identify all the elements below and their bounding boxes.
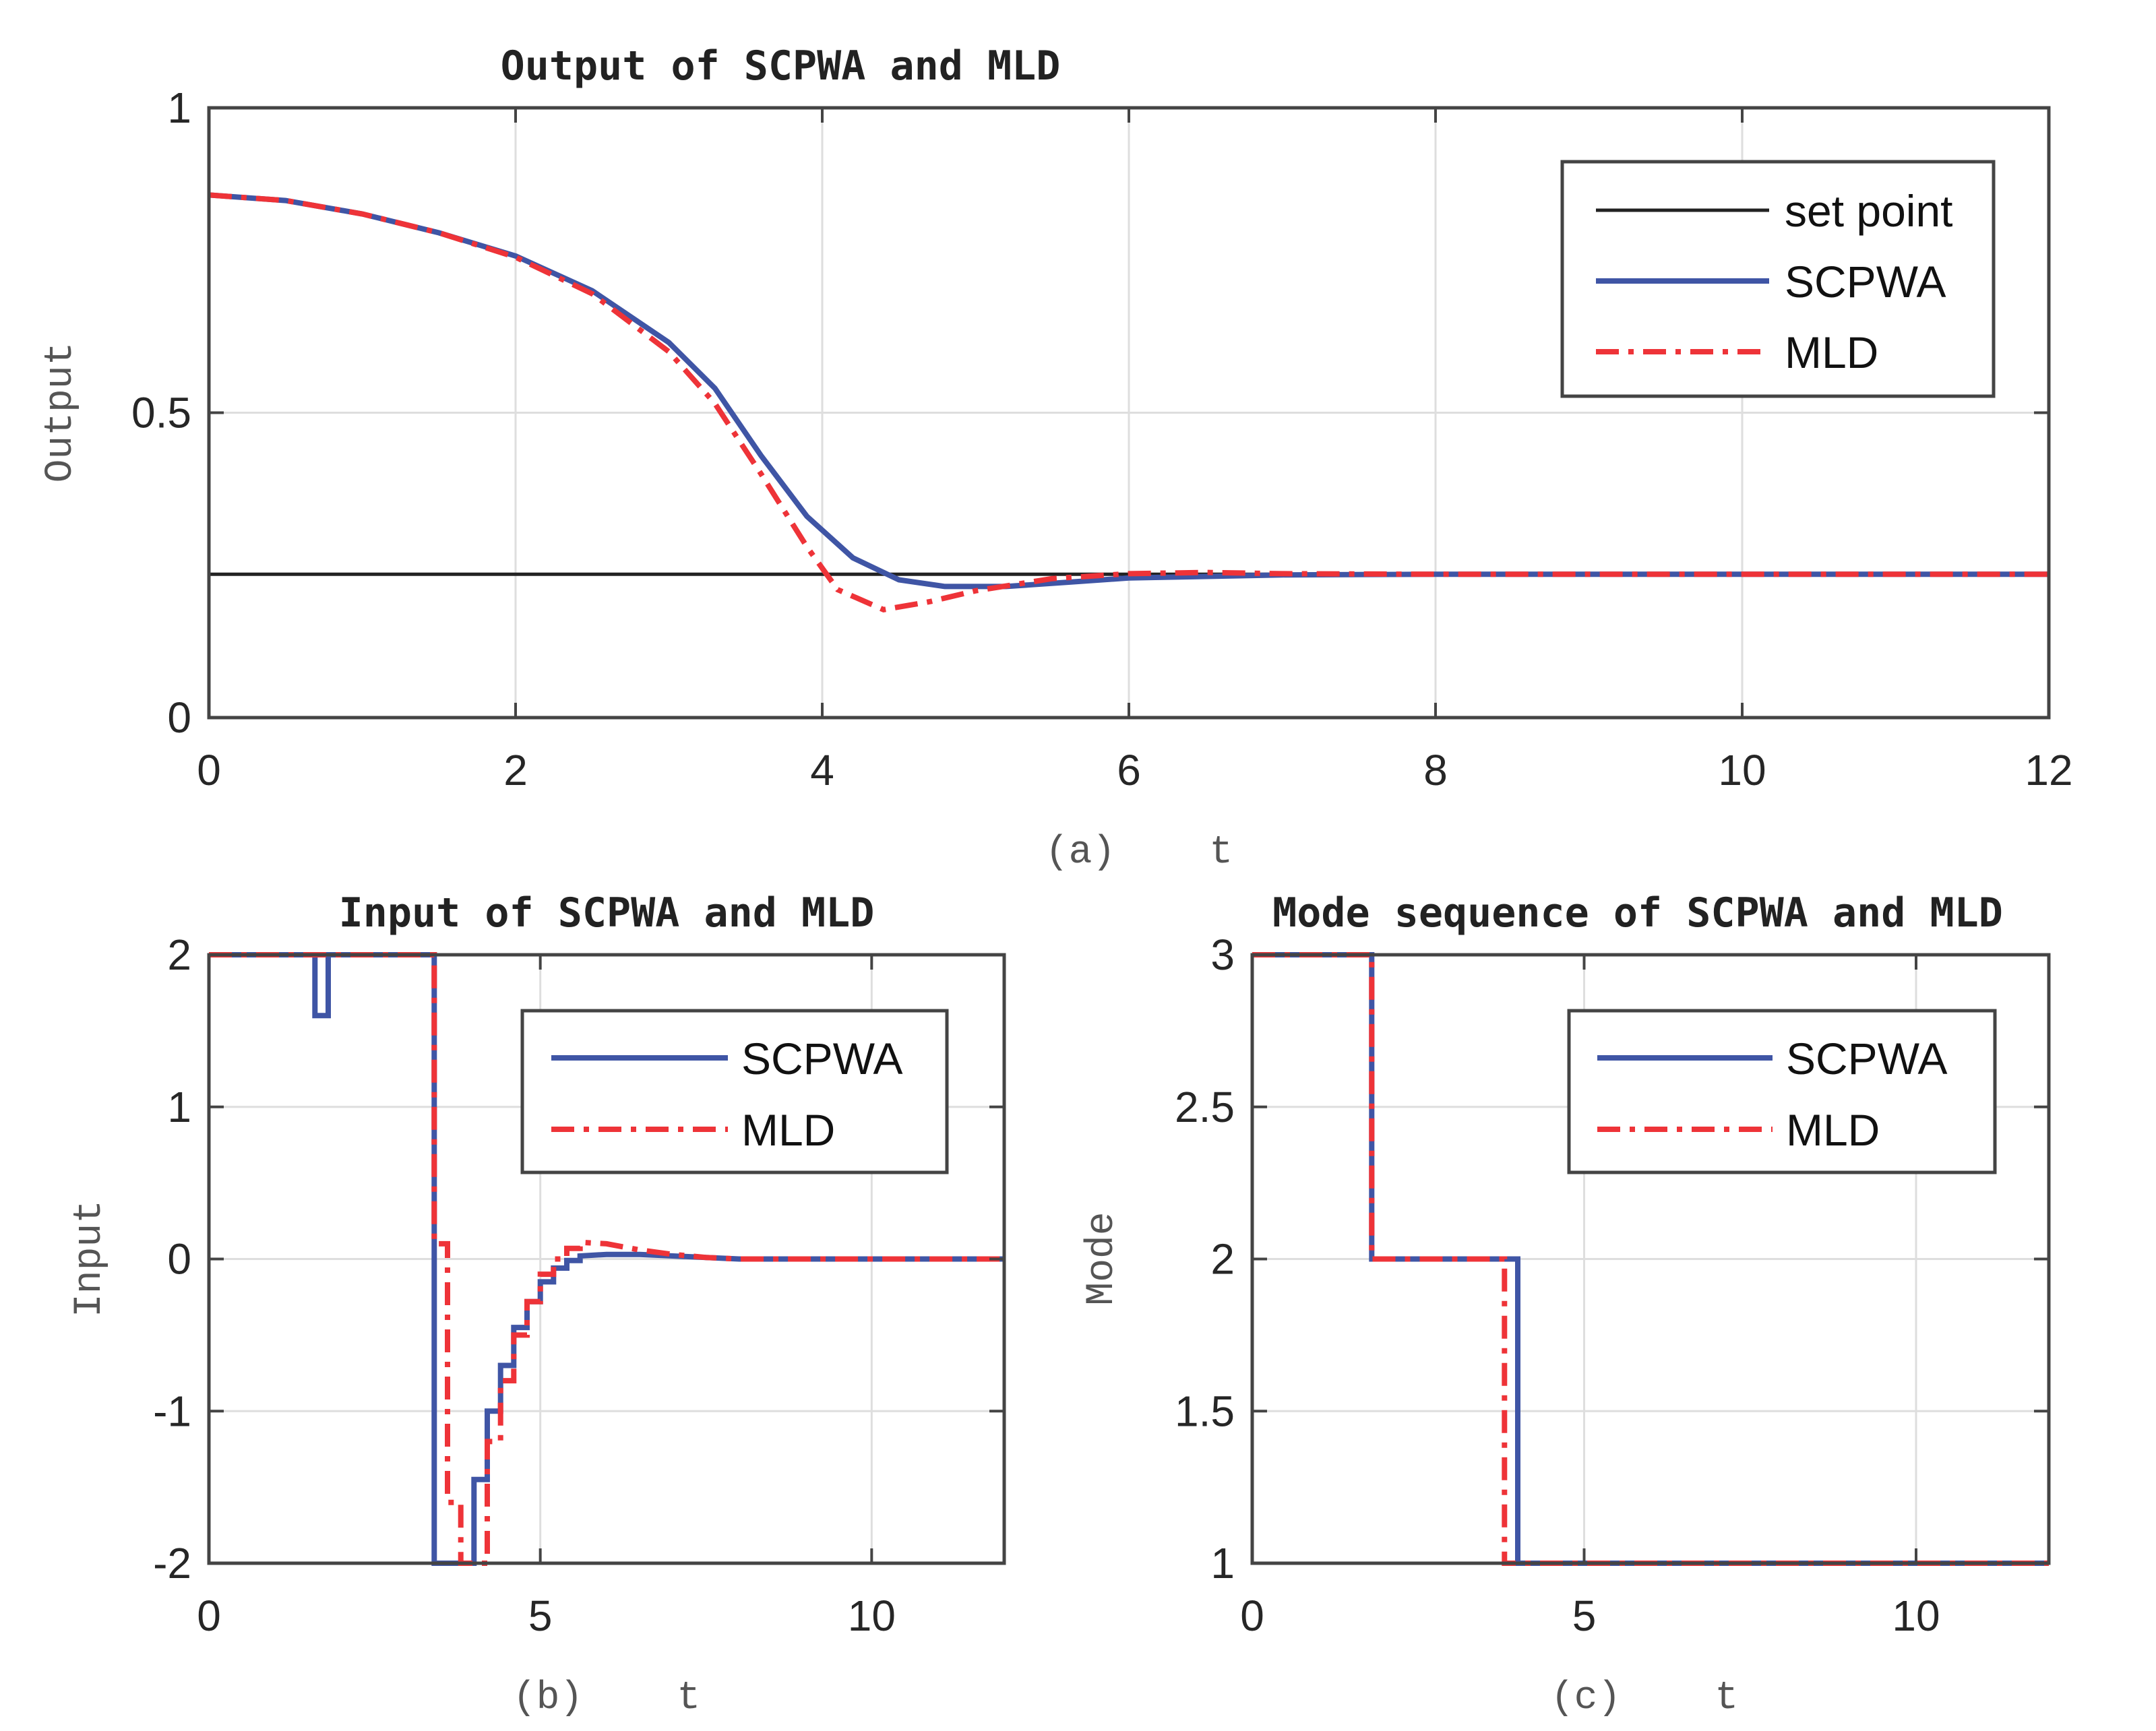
panel-a-ytick-label-1: 0.5 (131, 389, 191, 437)
panel-b-legend-box (520, 1009, 949, 1174)
panel-c-xtick-label-0: 0 (1240, 1592, 1264, 1640)
panel-b-ytick-label-0: -2 (153, 1539, 191, 1587)
panel-a-legend-mld-label: MLD (1785, 327, 1878, 377)
panel-c-legend-scpwa-label: SCPWA (1786, 1034, 1948, 1083)
panel-c-ylabel: Mode (1080, 1211, 1124, 1305)
panel-c-ytick-label-0: 1 (1210, 1539, 1235, 1587)
panel-b-legend: SCPWA MLD (520, 1009, 949, 1174)
panel-a-xlabel: (a) t (1045, 831, 1233, 875)
panel-c-xtick-label-1: 5 (1572, 1592, 1597, 1640)
panel-c-ticks: 0 5 10 1 1.5 2 2.5 3 (1175, 931, 2049, 1640)
panel-a-xtick-label-5: 10 (1718, 746, 1766, 794)
panel-c-ytick-label-1: 1.5 (1175, 1387, 1235, 1435)
panel-a-legend-scpwa-label: SCPWA (1785, 257, 1946, 307)
panel-a-plot (209, 192, 2049, 612)
panel-a-ytick-label-2: 1 (167, 84, 191, 132)
panel-a-xtick-label-3: 6 (1117, 746, 1141, 794)
panel-b-ticks: 0 5 10 -2 -1 0 1 2 (153, 931, 1004, 1640)
panel-a-title: Output of SCPWA and MLD (501, 42, 1061, 90)
panel-a-ytick-label-0: 0 (167, 693, 191, 742)
panel-b-xtick-label-1: 5 (528, 1592, 553, 1640)
panel-a-xtick-label-4: 8 (1423, 746, 1448, 794)
panel-a-xtick-label-1: 2 (503, 746, 528, 794)
panel-a-output-chart: Output of SCPWA and MLD 0 2 4 6 8 10 12 0 0.5 1 (… (39, 42, 2073, 875)
panel-b-legend-scpwa-label: SCPWA (741, 1034, 903, 1083)
panel-a-legend: set point SCPWA MLD (1560, 160, 1996, 398)
panel-c-ytick-label-2: 2 (1210, 1235, 1235, 1284)
panel-c-ytick-label-3: 2.5 (1175, 1083, 1235, 1131)
panel-c-legend: SCPWA MLD (1567, 1009, 1997, 1174)
panel-a-legend-setpoint-label: set point (1785, 186, 1953, 236)
panel-b-input-chart: Input of SCPWA and MLD 0 5 10 -2 -1 0 1 2 (b) t… (68, 889, 1006, 1720)
panel-c-legend-box (1567, 1009, 1997, 1174)
panel-a-xtick-label-0: 0 (197, 746, 221, 794)
panel-c-title: Mode sequence of SCPWA and MLD (1272, 889, 2003, 937)
panel-b-xtick-label-0: 0 (197, 1592, 221, 1640)
panel-c-xtick-label-2: 10 (1892, 1592, 1940, 1640)
panel-b-series-mld-line (209, 952, 1004, 1566)
panel-c-legend-mld-label: MLD (1786, 1105, 1880, 1155)
panel-a-xtick-label-6: 12 (2025, 746, 2072, 794)
panel-b-title: Input of SCPWA and MLD (339, 889, 875, 937)
panel-c-mode-chart: Mode sequence of SCPWA and MLD 0 5 10 1 1.5 2… (1080, 889, 2051, 1720)
panel-c-ytick-label-4: 3 (1210, 931, 1235, 979)
panel-a-xtick-label-2: 4 (810, 746, 834, 794)
panel-b-ytick-label-2: 0 (167, 1235, 191, 1284)
panel-b-ytick-label-3: 1 (167, 1083, 191, 1131)
panel-b-ytick-label-4: 2 (167, 931, 191, 979)
panel-a-ylabel: Output (39, 342, 83, 483)
panel-b-ytick-label-1: -1 (153, 1387, 191, 1435)
panel-b-legend-mld-label: MLD (741, 1105, 835, 1155)
panel-a-series-mld-line (209, 192, 2049, 612)
panel-b-xtick-label-2: 10 (848, 1592, 896, 1640)
panel-c-xlabel: (c) t (1551, 1676, 1738, 1720)
panel-a-ticks: 0 2 4 6 8 10 12 0 0.5 1 (131, 84, 2073, 794)
panel-b-ylabel: Input (68, 1200, 112, 1317)
panel-b-xlabel: (b) t (513, 1676, 700, 1720)
